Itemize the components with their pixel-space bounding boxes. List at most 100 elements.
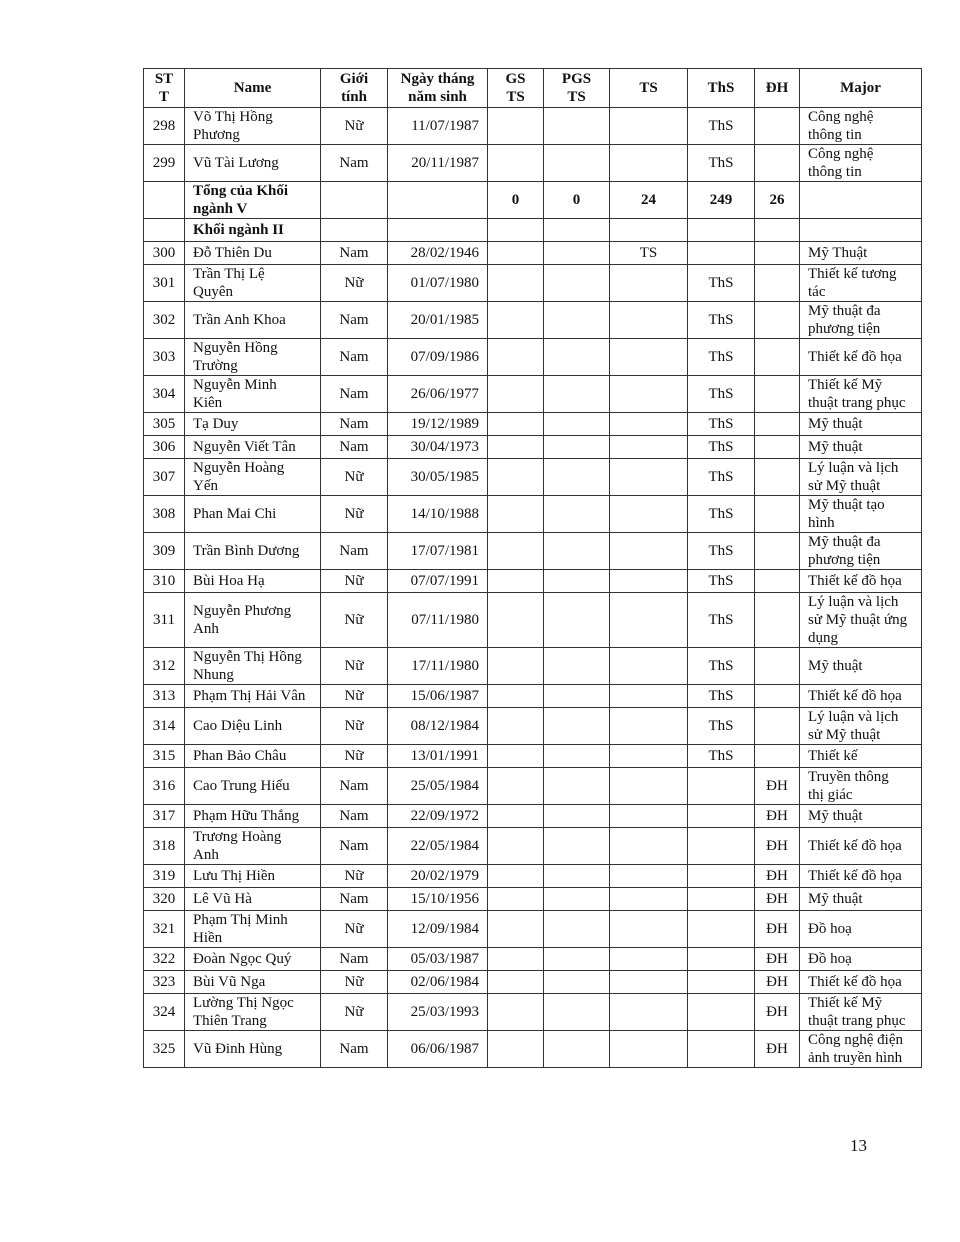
cell-stt: 315 — [143, 744, 185, 768]
cell-dh: 26 — [754, 181, 800, 219]
cell-name: Phạm Thị Hải Vân — [184, 684, 321, 708]
column-header: Giới tính — [320, 68, 388, 108]
table-header-row: ST T Name Giới tính Ngày tháng năm sinh GS T… — [143, 68, 922, 108]
cell-pgs — [543, 647, 610, 685]
cell-name: Cao Diệu Linh — [184, 707, 321, 745]
cell-pgs — [543, 241, 610, 265]
cell-major: Thiết kế đồ họa — [799, 569, 922, 593]
cell-major: Thiết kế Mỹ thuật trang phục — [799, 993, 922, 1031]
table-row: 304 Nguyễn Minh Kiên Nam 26/06/1977 ThS Thiết… — [143, 375, 922, 413]
cell-name: Phạm Thị Minh Hiền — [184, 910, 321, 948]
column-header: PGS TS — [543, 68, 610, 108]
table-row: 315 Phan Bảo Châu Nữ 13/01/1991 ThS Thiết kế — [143, 744, 922, 768]
cell-gender: Nam — [320, 804, 388, 828]
cell-ths — [687, 970, 755, 994]
cell-dh — [754, 241, 800, 265]
table-row: 318 Trương Hoàng Anh Nam 22/05/1984 ĐH Thiết … — [143, 827, 922, 865]
cell-dob: 25/05/1984 — [387, 767, 488, 805]
cell-stt — [143, 218, 185, 242]
cell-dob: 14/10/1988 — [387, 495, 488, 533]
cell-ts — [609, 707, 688, 745]
cell-dh — [754, 144, 800, 182]
cell-ths: ThS — [687, 435, 755, 459]
cell-major: Mỹ thuật — [799, 435, 922, 459]
cell-dob: 22/05/1984 — [387, 827, 488, 865]
cell-name: Nguyễn Hoàng Yến — [184, 458, 321, 496]
cell-stt: 316 — [143, 767, 185, 805]
cell-major — [799, 218, 922, 242]
cell-name: Trần Anh Khoa — [184, 301, 321, 339]
cell-gender: Nữ — [320, 107, 388, 145]
cell-dob: 26/06/1977 — [387, 375, 488, 413]
cell-dob: 08/12/1984 — [387, 707, 488, 745]
cell-name: Nguyễn Viết Tân — [184, 435, 321, 459]
column-header: Major — [799, 68, 922, 108]
cell-dh — [754, 744, 800, 768]
cell-pgs — [543, 993, 610, 1031]
cell-stt: 311 — [143, 592, 185, 648]
cell-major: Truyền thông thị giác — [799, 767, 922, 805]
cell-dh — [754, 458, 800, 496]
cell-major: Thiết kế đồ họa — [799, 827, 922, 865]
cell-stt: 306 — [143, 435, 185, 459]
cell-gender: Nữ — [320, 495, 388, 533]
cell-gs — [487, 338, 544, 376]
cell-major: Thiết kế — [799, 744, 922, 768]
cell-ths: ThS — [687, 264, 755, 302]
cell-ths: ThS — [687, 532, 755, 570]
cell-gs — [487, 804, 544, 828]
cell-dh — [754, 218, 800, 242]
cell-pgs — [543, 375, 610, 413]
cell-ths: ThS — [687, 338, 755, 376]
cell-gender: Nữ — [320, 684, 388, 708]
cell-stt: 304 — [143, 375, 185, 413]
cell-name: Cao Trung Hiếu — [184, 767, 321, 805]
cell-major: Lý luận và lịch sử Mỹ thuật — [799, 458, 922, 496]
cell-pgs — [543, 910, 610, 948]
cell-pgs — [543, 864, 610, 888]
cell-pgs — [543, 264, 610, 302]
cell-pgs — [543, 970, 610, 994]
cell-ths: ThS — [687, 592, 755, 648]
cell-ths: ThS — [687, 375, 755, 413]
cell-gs — [487, 375, 544, 413]
cell-gender: Nam — [320, 375, 388, 413]
cell-name: Võ Thị Hồng Phương — [184, 107, 321, 145]
cell-name: Nguyễn Thị Hồng Nhung — [184, 647, 321, 685]
cell-name: Tạ Duy — [184, 412, 321, 436]
cell-stt: 321 — [143, 910, 185, 948]
cell-gs — [487, 495, 544, 533]
cell-ths: ThS — [687, 458, 755, 496]
cell-major: Mỹ Thuật — [799, 241, 922, 265]
table-row: 307 Nguyễn Hoàng Yến Nữ 30/05/1985 ThS Lý luậ… — [143, 458, 922, 496]
cell-dh — [754, 412, 800, 436]
cell-name: Phạm Hữu Thắng — [184, 804, 321, 828]
table-row: 301 Trần Thị Lệ Quyên Nữ 01/07/1980 ThS Thiết… — [143, 264, 922, 302]
cell-dob: 05/03/1987 — [387, 947, 488, 971]
cell-ths: ThS — [687, 684, 755, 708]
cell-dh — [754, 532, 800, 570]
cell-ths: ThS — [687, 301, 755, 339]
cell-ts — [609, 264, 688, 302]
cell-stt: 324 — [143, 993, 185, 1031]
cell-name: Lưu Thị Hiền — [184, 864, 321, 888]
table-row: 299 Vũ Tài Lương Nam 20/11/1987 ThS Công nghệ… — [143, 144, 922, 182]
cell-dob: 19/12/1989 — [387, 412, 488, 436]
cell-major: Công nghệ thông tin — [799, 107, 922, 145]
cell-stt: 301 — [143, 264, 185, 302]
cell-pgs — [543, 887, 610, 911]
table-row: 314 Cao Diệu Linh Nữ 08/12/1984 ThS Lý luận v… — [143, 707, 922, 745]
cell-dh — [754, 569, 800, 593]
cell-ts — [609, 495, 688, 533]
table-row: 300 Đỗ Thiên Du Nam 28/02/1946 TS Mỹ Thuật — [143, 241, 922, 265]
cell-ths — [687, 993, 755, 1031]
cell-gender: Nam — [320, 532, 388, 570]
cell-gender: Nữ — [320, 993, 388, 1031]
cell-dh — [754, 375, 800, 413]
cell-name: Trương Hoàng Anh — [184, 827, 321, 865]
cell-stt: 313 — [143, 684, 185, 708]
cell-dob: 20/01/1985 — [387, 301, 488, 339]
cell-gs — [487, 744, 544, 768]
cell-dob — [387, 218, 488, 242]
cell-ts — [609, 301, 688, 339]
